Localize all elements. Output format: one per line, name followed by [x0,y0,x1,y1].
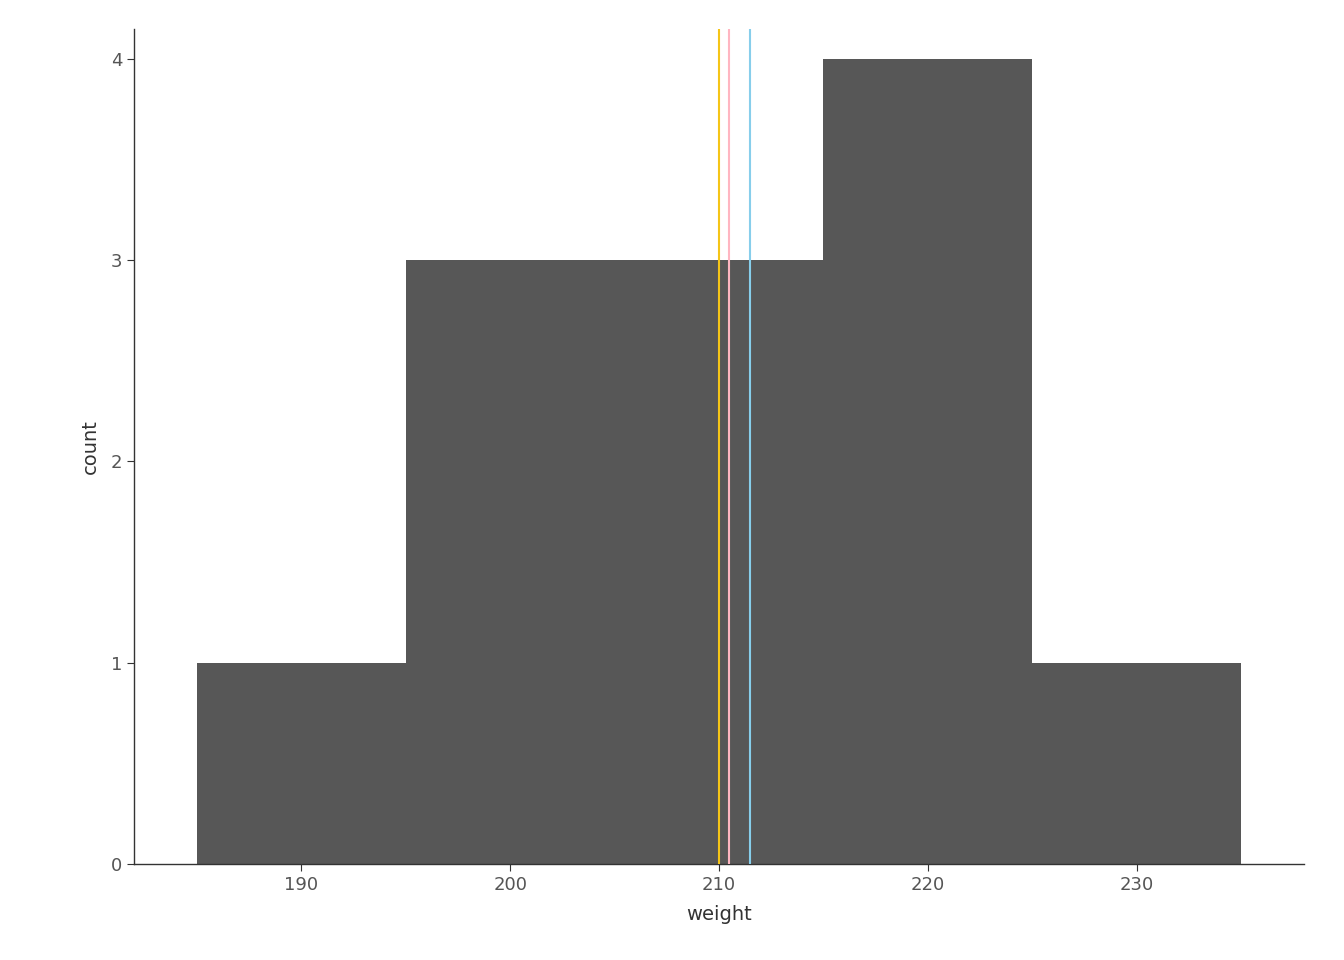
Bar [198,662,406,864]
X-axis label: weight: weight [687,905,751,924]
Y-axis label: count: count [81,419,99,474]
Bar [824,59,1032,864]
Bar [406,260,614,864]
Bar [1032,662,1241,864]
Bar [614,260,824,864]
